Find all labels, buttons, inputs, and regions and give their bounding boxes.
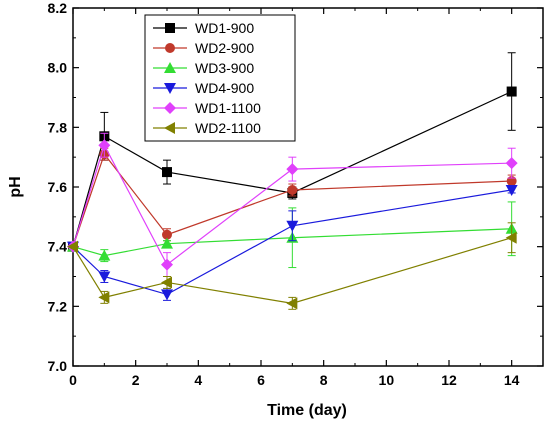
y-tick-label: 8.0 <box>48 60 68 76</box>
legend-label: WD3-900 <box>195 60 254 76</box>
data-point <box>98 271 111 283</box>
series-wd2-1100 <box>67 222 517 310</box>
x-tick-label: 0 <box>69 372 77 388</box>
plot-area-frame <box>72 7 544 367</box>
y-tick-label: 7.6 <box>48 179 68 195</box>
data-point <box>161 289 173 301</box>
data-point <box>506 86 517 97</box>
data-point <box>286 220 299 232</box>
legend-label: WD1-1100 <box>195 100 261 116</box>
y-tick-label: 7.2 <box>48 298 68 314</box>
legend-marker <box>164 83 176 94</box>
data-point <box>286 163 299 176</box>
data-point <box>161 258 173 271</box>
legend-marker <box>165 23 175 33</box>
x-tick-label: 12 <box>441 372 457 388</box>
data-point <box>98 291 110 304</box>
data-point <box>505 231 517 244</box>
x-tick-label: 10 <box>379 372 395 388</box>
data-point <box>286 297 298 310</box>
data-point <box>287 184 298 195</box>
legend-marker <box>164 122 175 134</box>
series-wd1-1100 <box>67 132 518 277</box>
data-point <box>161 276 172 289</box>
data-point <box>161 237 173 249</box>
data-point <box>505 184 518 196</box>
x-tick-label: 14 <box>504 372 520 388</box>
x-axis-title: Time (day) <box>267 402 347 419</box>
y-tick-label: 7.4 <box>48 239 68 255</box>
data-point <box>162 229 172 240</box>
legend-label: WD2-900 <box>195 40 254 56</box>
data-point <box>98 139 111 152</box>
data-point <box>98 249 111 261</box>
x-tick-label: 6 <box>257 372 265 388</box>
legend-label: WD1-900 <box>195 20 254 36</box>
legend: WD1-900 WD2-900 WD3-900 WD4-900 WD1-1100 WD2-… <box>144 14 296 142</box>
legend-marker <box>164 102 176 114</box>
legend-box <box>144 14 296 142</box>
legend-marker <box>164 62 176 73</box>
x-tick-label: 8 <box>320 372 328 388</box>
y-tick-label: 7.8 <box>48 119 68 135</box>
y-axis-title: pH <box>7 176 24 197</box>
y-tick-label: 7.0 <box>48 358 68 374</box>
y-tick-label: 8.2 <box>48 0 68 16</box>
legend-marker <box>165 43 175 53</box>
data-point <box>162 167 172 178</box>
x-tick-label: 2 <box>132 372 140 388</box>
data-point <box>67 240 78 253</box>
data-point <box>505 157 518 170</box>
legend-label: WD4-900 <box>195 80 254 96</box>
legend-label: WD2-1100 <box>195 120 261 136</box>
x-tick-label: 4 <box>194 372 202 388</box>
